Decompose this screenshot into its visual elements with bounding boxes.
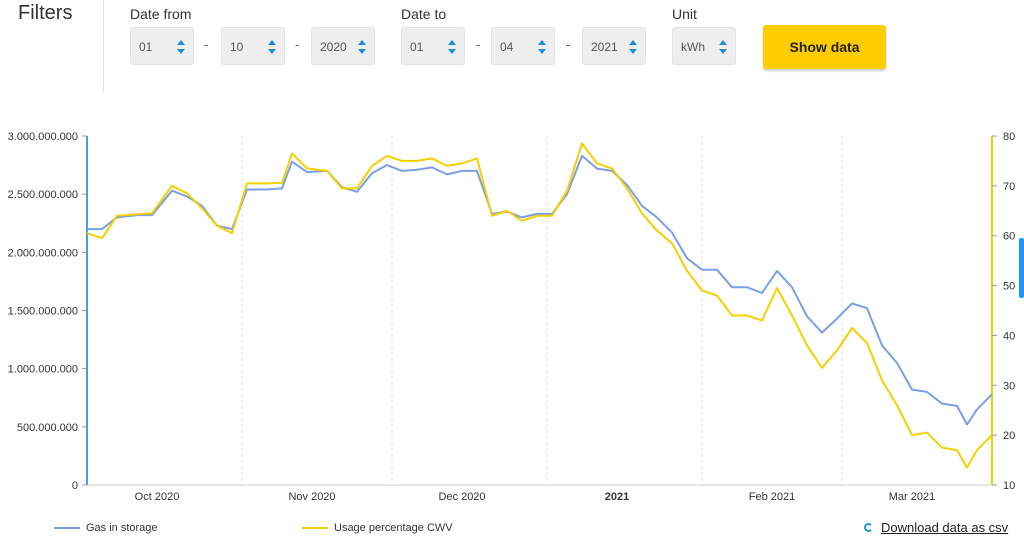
updown-arrows-icon <box>538 40 546 54</box>
left-y-tick-label: 3.000.000.000 <box>8 131 78 143</box>
x-tick-label: Feb 2021 <box>749 491 795 503</box>
updown-arrows-icon <box>358 40 366 54</box>
updown-arrows-icon <box>268 40 276 54</box>
legend-item-usage[interactable]: Usage percentage CWV <box>302 522 453 534</box>
date-to-label: Date to <box>401 6 447 22</box>
date-to-year-select[interactable]: 2021 <box>582 27 646 65</box>
updown-arrows-icon <box>629 40 637 54</box>
x-tick-label: 2021 <box>605 491 629 503</box>
filters-divider <box>103 0 104 92</box>
updown-arrows-icon <box>448 40 456 54</box>
right-y-tick-label: 50 <box>1003 281 1015 293</box>
date-separator: - <box>566 37 571 52</box>
date-separator: - <box>204 37 209 52</box>
series-line-gas <box>87 154 993 426</box>
date-to-day-select[interactable]: 01 <box>401 27 465 65</box>
date-to-month-select[interactable]: 04 <box>491 27 555 65</box>
date-from-year-value: 2020 <box>320 40 347 54</box>
left-y-tick-label: 1.000.000.000 <box>8 364 78 376</box>
left-y-tick-label: 2.500.000.000 <box>8 189 78 201</box>
download-csv-link[interactable]: Download data as csv <box>864 520 1008 535</box>
date-from-label: Date from <box>130 6 192 22</box>
gas-storage-chart: 0 500.000.000 1.000.000.000 1.500.000.000 2.… <box>8 131 1016 503</box>
date-to-day-value: 01 <box>410 40 424 54</box>
right-y-tick-label: 60 <box>1003 231 1015 243</box>
left-y-tick-label: 1.500.000.000 <box>8 306 78 318</box>
date-separator: - <box>476 37 481 52</box>
legend-swatch-usage <box>302 527 328 529</box>
left-y-tick-label: 2.000.000.000 <box>8 247 78 259</box>
right-y-tick-label: 80 <box>1003 131 1015 143</box>
series-line-usage <box>86 142 993 469</box>
x-tick-label: Dec 2020 <box>438 491 485 503</box>
right-y-tick-label: 70 <box>1003 181 1015 193</box>
updown-arrows-icon <box>177 40 185 54</box>
date-from-month-select[interactable]: 10 <box>221 27 285 65</box>
right-y-tick-label: 10 <box>1003 480 1015 492</box>
date-from-month-value: 10 <box>230 40 244 54</box>
x-tick-label: Oct 2020 <box>135 491 180 503</box>
refresh-spinner-icon <box>864 523 873 532</box>
updown-arrows-icon <box>719 40 727 54</box>
right-y-tick-label: 40 <box>1003 330 1015 342</box>
scroll-indicator[interactable] <box>1019 238 1024 298</box>
date-from-day-value: 01 <box>139 40 153 54</box>
unit-select[interactable]: kWh <box>672 27 736 65</box>
date-to-year-value: 2021 <box>591 40 618 54</box>
legend-swatch-gas <box>54 527 80 529</box>
x-tick-label: Mar 2021 <box>889 491 935 503</box>
date-from-year-select[interactable]: 2020 <box>311 27 375 65</box>
legend-label-gas: Gas in storage <box>86 522 158 534</box>
legend-item-gas[interactable]: Gas in storage <box>54 522 158 534</box>
date-separator: - <box>295 37 300 52</box>
right-y-tick-label: 20 <box>1003 430 1015 442</box>
unit-value: kWh <box>681 40 705 54</box>
x-tick-label: Nov 2020 <box>288 491 335 503</box>
download-csv-label: Download data as csv <box>881 520 1009 535</box>
unit-label: Unit <box>672 6 697 22</box>
legend-label-usage: Usage percentage CWV <box>334 522 453 534</box>
left-y-tick-label: 500.000.000 <box>17 422 78 434</box>
left-y-tick-label: 0 <box>72 480 78 492</box>
date-to-month-value: 04 <box>500 40 514 54</box>
filters-title: Filters <box>18 2 73 24</box>
right-y-tick-label: 30 <box>1003 380 1015 392</box>
date-from-day-select[interactable]: 01 <box>130 27 194 65</box>
show-data-button[interactable]: Show data <box>763 25 886 69</box>
